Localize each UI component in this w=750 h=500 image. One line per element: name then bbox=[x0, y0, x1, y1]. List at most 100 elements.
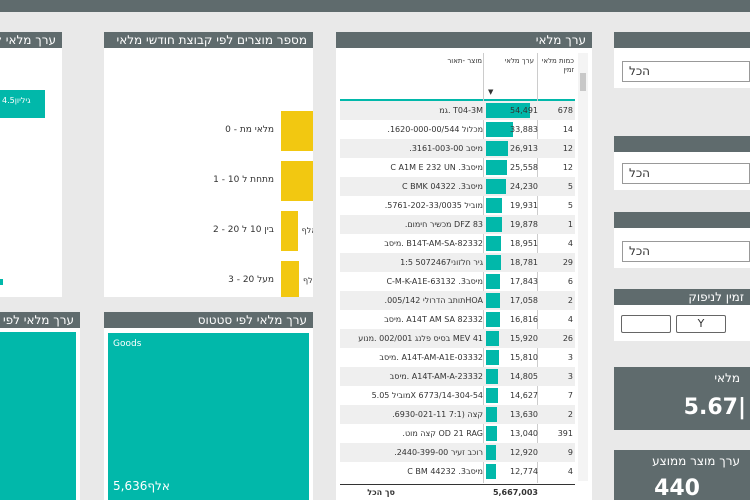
cell-value: 13,040 bbox=[510, 429, 538, 438]
cell-description: HOAתותב הדרולי 005/142. bbox=[384, 296, 483, 305]
cell-data-bar bbox=[486, 141, 508, 156]
table-row[interactable]: DFZ 83 מכשיר חימום. 19,878 1 bbox=[340, 215, 575, 234]
availability-option-n[interactable] bbox=[621, 315, 671, 333]
chart-bar[interactable] bbox=[281, 261, 300, 297]
slicer-dropdown-2[interactable]: הכל bbox=[622, 163, 750, 184]
cell-data-bar bbox=[486, 217, 503, 232]
treemap-label: Goods bbox=[113, 339, 142, 349]
table-row[interactable]: קצה (7:1 6930-021-11. 13,630 2 bbox=[340, 405, 575, 424]
cell-description: קצה (7:1 6930-021-11. bbox=[392, 410, 483, 419]
cell-data-bar bbox=[486, 293, 500, 308]
scrollbar-thumb[interactable] bbox=[580, 73, 586, 91]
table-row[interactable]: HOAתותב הדרולי 005/142. 17,058 2 bbox=[340, 291, 575, 310]
cell-data-bar bbox=[486, 255, 502, 270]
table-row[interactable]: מיסב 3161-003-00. 26,913 12 bbox=[340, 139, 575, 158]
top-bar bbox=[0, 0, 750, 12]
cell-description: רוכב זעיר 2440-399-00. bbox=[394, 448, 483, 457]
availability-option-y[interactable]: Y bbox=[676, 315, 726, 333]
chart-bar[interactable] bbox=[0, 90, 45, 118]
cell-quantity: 1 bbox=[567, 220, 573, 229]
cell-value: 18,781 bbox=[510, 258, 538, 267]
kpi-value: 5.67| bbox=[683, 395, 746, 420]
cell-value: 24,230 bbox=[510, 182, 538, 191]
cell-value: 19,878 bbox=[510, 220, 538, 229]
cell-quantity: 6 bbox=[567, 277, 573, 286]
cell-quantity: 4 bbox=[567, 239, 573, 248]
cell-data-bar bbox=[486, 407, 497, 422]
cell-value: 18,951 bbox=[510, 239, 538, 248]
chart-bar[interactable] bbox=[281, 211, 298, 251]
cell-value: 14,805 bbox=[510, 372, 538, 381]
tile-title bbox=[614, 212, 750, 228]
table-row[interactable]: מכלול 1620-000-00/544. 33,883 14 bbox=[340, 120, 575, 139]
table-row[interactable]: X 6773/14-304-54מוביל 5.05 14,627 7 bbox=[340, 386, 575, 405]
sort-desc-icon[interactable]: ▼ bbox=[488, 88, 494, 96]
table-row[interactable]: MEV 41 בסיס פלנג 002/001 .מנוע 15,920 26 bbox=[340, 329, 575, 348]
cell-description: מיסבC BMK 04322 .3 bbox=[402, 182, 483, 191]
cell-data-bar bbox=[486, 331, 499, 346]
table-row[interactable]: רוכב זעיר 2440-399-00. 12,920 9 bbox=[340, 443, 575, 462]
table-row[interactable]: מוביל 5761-202-33/0035. 19,931 5 bbox=[340, 196, 575, 215]
tile-title: ערך מלאי לפי ס bbox=[0, 312, 80, 328]
chart-bar[interactable] bbox=[281, 161, 313, 201]
stock-value-left-chart: ערך מלאי לפ 4.5גיליון bbox=[0, 32, 62, 297]
slicer-dropdown-1[interactable]: הכל bbox=[622, 61, 750, 82]
cell-data-bar bbox=[486, 122, 514, 137]
category-label: בין 10 ל 20 - 2 bbox=[213, 225, 274, 235]
data-label: 1.2אלף bbox=[301, 226, 313, 235]
cell-description: B14T-AM-SA-82332 .מיסב bbox=[384, 239, 483, 248]
tile-title: ערך מלאי bbox=[336, 32, 592, 48]
cell-quantity: 678 bbox=[557, 106, 573, 115]
cell-quantity: 9 bbox=[567, 448, 573, 457]
cell-quantity: 2 bbox=[567, 296, 573, 305]
cell-value: 15,920 bbox=[510, 334, 538, 343]
cell-description: גיר חלזוני5072467 1:5 bbox=[400, 258, 483, 267]
tile-title bbox=[614, 32, 750, 48]
treemap-block[interactable] bbox=[0, 332, 76, 500]
cell-description: MEV 41 בסיס פלנג 002/001 .מנוע bbox=[358, 334, 483, 343]
tile-title: ערך מלאי לפ bbox=[0, 32, 62, 48]
table-row[interactable]: מיסבC-M-K-A1E-63132 .3 17,843 6 bbox=[340, 272, 575, 291]
table-row[interactable]: גיר חלזוני5072467 1:5 18,781 29 bbox=[340, 253, 575, 272]
scrollbar-track[interactable] bbox=[578, 53, 588, 481]
cell-quantity: 5 bbox=[567, 201, 573, 210]
cell-data-bar bbox=[486, 312, 500, 327]
col-header-desc[interactable]: מוצר -תאור bbox=[447, 57, 482, 65]
cell-quantity: 2 bbox=[567, 410, 573, 419]
table-row[interactable]: A14T-AM-A-23332 .מיסב 14,805 3 bbox=[340, 367, 575, 386]
cell-quantity: 4 bbox=[567, 315, 573, 324]
table-row[interactable]: A14T-AM-A1E-03332 .מיסב 15,810 3 bbox=[340, 348, 575, 367]
treemap-block[interactable]: Goods 5,636אלף bbox=[108, 333, 309, 500]
chart-bar[interactable] bbox=[281, 111, 313, 151]
table-row[interactable]: מיסבC A1M E 232 UN .3 25,558 12 bbox=[340, 158, 575, 177]
table-row[interactable]: B14T-AM-SA-82332 .מיסב 18,951 4 bbox=[340, 234, 575, 253]
tile-title: ערך מלאי לפי סטטוס bbox=[104, 312, 313, 328]
stock-by-status-treemap: ערך מלאי לפי סטטוס Goods 5,636אלף bbox=[104, 312, 313, 500]
total-row: סך הכל 5,667,003 bbox=[340, 484, 575, 500]
cell-quantity: 391 bbox=[557, 429, 573, 438]
cell-description: מיסבC BM 44232 .3 bbox=[407, 467, 483, 476]
table-row[interactable]: מיסבC BMK 04322 .3 24,230 5 bbox=[340, 177, 575, 196]
cell-description: מיסבC-M-K-A1E-63132 .3 bbox=[386, 277, 483, 286]
table-row[interactable]: OD 21 RAG קצה מוט. 13,040 391 bbox=[340, 424, 575, 443]
cell-data-bar bbox=[486, 198, 503, 213]
kpi-label: ערך מוצר ממוצע bbox=[652, 454, 740, 468]
category-label: מעל 20 - 3 bbox=[228, 275, 274, 285]
tile-title bbox=[614, 136, 750, 152]
col-header-value[interactable]: ערך מלאי bbox=[504, 57, 534, 65]
cell-value: 54,491 bbox=[510, 106, 538, 115]
stock-value-kpi: מלאי 5.67| bbox=[614, 367, 750, 430]
slicer-dropdown-3[interactable]: הכל bbox=[622, 241, 750, 262]
table-row[interactable]: T04-3M .גמ 54,491 678 bbox=[340, 101, 575, 120]
cell-quantity: 3 bbox=[567, 372, 573, 381]
cell-description: A14T-AM-A-23332 .מיסב bbox=[389, 372, 483, 381]
table-row[interactable]: A14T AM SA 82332 .מיסב 16,816 4 bbox=[340, 310, 575, 329]
cell-description: X 6773/14-304-54מוביל 5.05 bbox=[371, 391, 483, 400]
col-header-qty[interactable]: כמות מלאי זמין bbox=[541, 57, 574, 74]
cell-quantity: 26 bbox=[562, 334, 573, 343]
table-row[interactable]: מיסבC BM 44232 .3 12,774 4 bbox=[340, 462, 575, 481]
tile-title: מספר מוצרים לפי קבוצת חודשי מלאי bbox=[104, 32, 313, 48]
cell-description: מיסב 3161-003-00. bbox=[409, 144, 483, 153]
kpi-label: מלאי bbox=[714, 371, 740, 385]
cell-description: A14T AM SA 82332 .מיסב bbox=[384, 315, 483, 324]
